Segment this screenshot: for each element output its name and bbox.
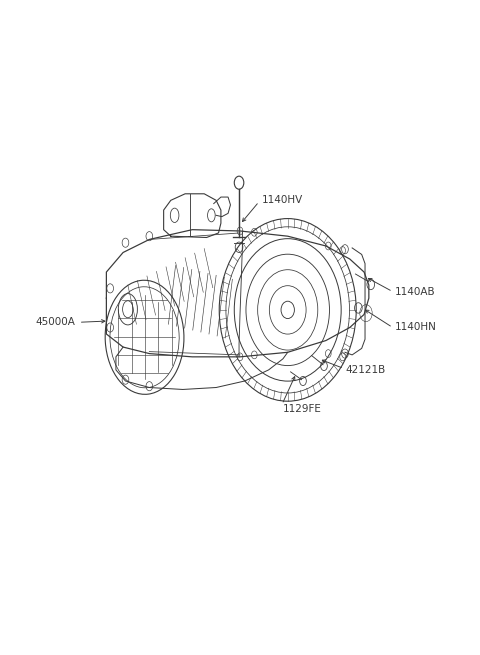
Text: 1129FE: 1129FE xyxy=(283,404,322,414)
Text: 45000A: 45000A xyxy=(36,317,75,328)
Text: 1140HV: 1140HV xyxy=(262,195,303,205)
Text: 42121B: 42121B xyxy=(345,365,385,375)
Text: 1140AB: 1140AB xyxy=(395,287,436,297)
Text: 1140HN: 1140HN xyxy=(395,322,437,333)
